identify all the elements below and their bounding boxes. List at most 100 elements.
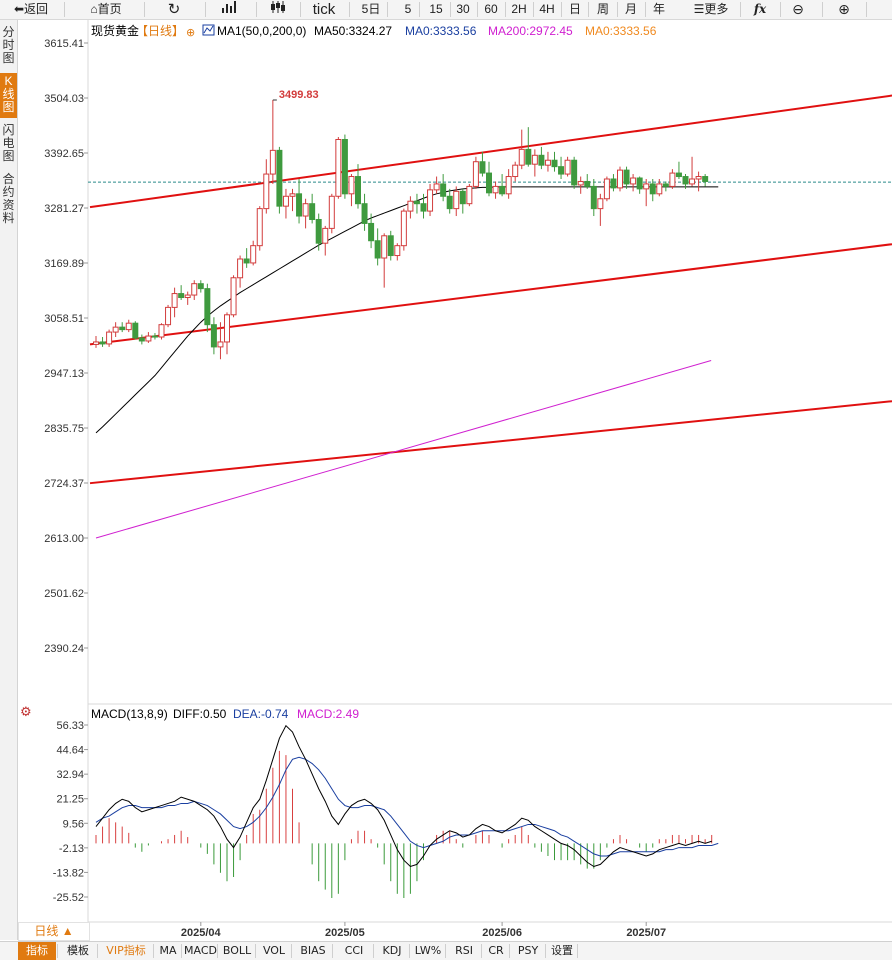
candle-body [106, 331, 113, 345]
candle-body [289, 193, 296, 197]
period-周[interactable]: 周 [596, 2, 609, 16]
period-5[interactable]: 5 [404, 2, 412, 16]
indicator-tab-6[interactable]: VOL [262, 944, 286, 957]
indicator-tab-10[interactable]: LW% [414, 944, 442, 957]
indicator-tab-1[interactable]: 模板 [67, 944, 89, 957]
candle-body [394, 245, 401, 257]
candle-body [184, 294, 191, 299]
y-tick-label: 3281.27 [44, 203, 84, 215]
candle-body [263, 173, 270, 210]
period-日[interactable]: 日 [568, 2, 581, 16]
arrow-back-icon: ⬅ [13, 2, 25, 16]
indicator-tab-9[interactable]: KDJ [382, 944, 402, 957]
period-15[interactable]: 15 [429, 2, 443, 16]
x-tick-label: 2025/04 [181, 927, 222, 939]
candlestick-icon[interactable] [264, 0, 292, 19]
candle-body [250, 245, 257, 264]
macd-y-tick-label: -13.82 [53, 867, 84, 879]
indicator-tab-4[interactable]: MACD [184, 944, 217, 957]
sidebar-item-1[interactable]: K线图 [0, 73, 17, 118]
bar-chart-icon[interactable] [216, 0, 244, 19]
tick-button[interactable]: tick [312, 1, 336, 18]
candle-body [472, 161, 479, 187]
candle-body [341, 138, 348, 195]
candle-body [564, 159, 571, 175]
sidebar-item-0[interactable]: 分时图 [2, 25, 15, 65]
candle-body [328, 195, 335, 229]
candle-body [119, 326, 126, 331]
macd-y-tick-label: -25.52 [53, 892, 84, 904]
zoom-out-icon[interactable]: ⊖ [792, 1, 804, 17]
period-年[interactable]: 年 [652, 2, 665, 16]
macd-y-tick-label: -2.13 [59, 843, 84, 855]
diff-value: DIFF:0.50 [173, 707, 227, 721]
x-tick-label: 2025/07 [626, 927, 666, 939]
sidebar-item-3[interactable]: 合约资料 [2, 172, 15, 225]
macd-settings-icon: ⚙ [20, 704, 32, 719]
candle-body [518, 148, 525, 166]
indicator-tab-8[interactable]: CCI [344, 944, 364, 957]
period-月[interactable]: 月 [624, 2, 637, 16]
period-2H[interactable]: 2H [511, 2, 527, 16]
indicator-tab-5[interactable]: BOLL [222, 944, 252, 957]
candle-body [669, 172, 676, 187]
candle-body [224, 314, 230, 343]
indicator-tab-2[interactable]: VIP指标 [106, 944, 146, 957]
ma0-value: MA0:3333.56 [405, 24, 477, 38]
sidebar-item-2[interactable]: 闪电图 [2, 123, 15, 163]
period-60[interactable]: 60 [484, 2, 498, 16]
indicator-tab-7[interactable]: BIAS [300, 944, 326, 957]
y-tick-label: 3615.41 [44, 38, 84, 50]
candle-body [355, 176, 361, 205]
trendline [89, 243, 892, 346]
period-label: 【日线】 [136, 24, 184, 38]
zoom-in-icon[interactable]: ⊕ [838, 1, 850, 17]
home-icon: ⌂ [90, 2, 98, 16]
candle-body [282, 195, 289, 207]
candle-body [610, 178, 617, 189]
candle-body [138, 337, 145, 342]
indicator-tab-11[interactable]: RSI [455, 944, 473, 957]
candle-body [466, 185, 473, 205]
candle-body [309, 203, 316, 220]
candle-body [165, 306, 172, 326]
candle-body [617, 169, 623, 189]
more-button[interactable]: ☰更多 [693, 2, 729, 16]
candle-body [446, 195, 453, 210]
y-tick-label: 2501.62 [44, 588, 84, 600]
y-tick-label: 3058.51 [44, 313, 84, 325]
refresh-icon[interactable]: ↻ [167, 1, 181, 18]
ma50-line [95, 186, 719, 434]
macd-y-tick-label: 32.94 [56, 769, 84, 781]
candle-body [171, 293, 178, 308]
candle-body [512, 164, 519, 178]
y-tick-label: 3392.65 [44, 148, 84, 160]
candle-body [112, 326, 119, 333]
candle-body [492, 185, 499, 194]
candle-body [197, 283, 204, 290]
fx-button[interactable]: fx [753, 2, 767, 16]
period-5日[interactable]: 5日 [361, 2, 381, 16]
indicator-tab-12[interactable]: CR [488, 944, 504, 957]
candle-body [204, 288, 211, 326]
candle-body [132, 322, 139, 339]
period-4H[interactable]: 4H [539, 2, 555, 16]
indicator-tab-0[interactable]: 指标 [18, 942, 56, 960]
indicator-tab-13[interactable]: PSY [517, 944, 539, 957]
candle-body [499, 185, 506, 195]
home-button[interactable]: ⌂首页 [90, 2, 122, 16]
period-select-button[interactable]: 日线 ▲ [18, 922, 90, 941]
candle-body [544, 159, 551, 166]
back-button[interactable]: ⬅返回 [13, 2, 49, 16]
ma50-value: MA50:3324.27 [314, 24, 392, 38]
indicator-tab-14[interactable]: 设置 [551, 944, 573, 957]
indicator-tab-3[interactable]: MA [159, 944, 177, 957]
candle-body [158, 324, 165, 338]
x-tick-label: 2025/05 [325, 927, 365, 939]
candle-body [486, 172, 492, 194]
candle-body [276, 149, 283, 207]
y-tick-label: 2390.24 [44, 643, 84, 655]
period-30[interactable]: 30 [456, 2, 470, 16]
indicator-chart-icon [202, 24, 215, 36]
candle-body [643, 183, 650, 190]
